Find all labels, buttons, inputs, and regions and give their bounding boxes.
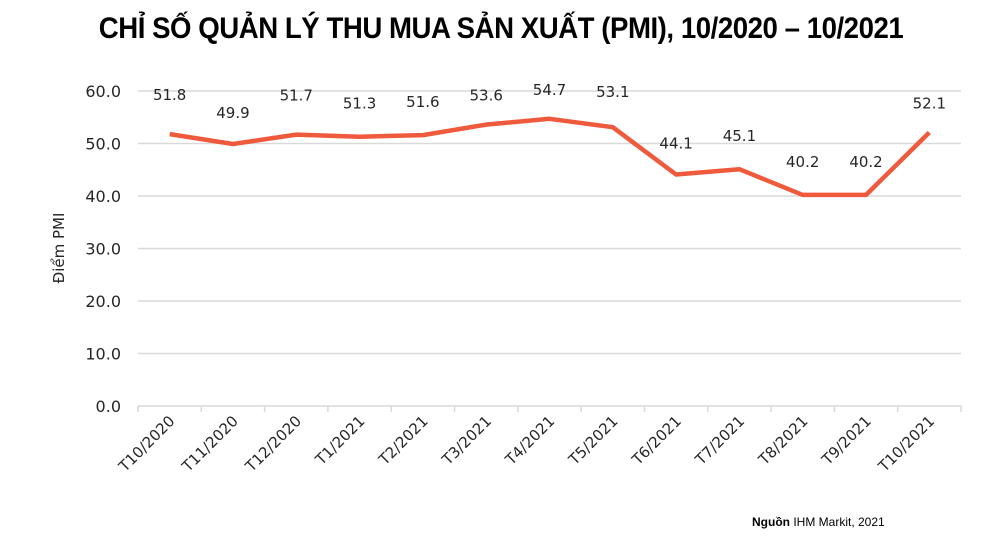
data-label: 51.3: [343, 95, 376, 113]
x-tick-label: T1/2021: [311, 412, 368, 469]
x-tick-label: T5/2021: [564, 412, 621, 469]
y-tick-label: 60.0: [85, 82, 121, 101]
x-tick-label: T3/2021: [438, 412, 495, 469]
data-label: 40.2: [786, 153, 819, 171]
data-label: 53.1: [596, 83, 629, 101]
data-label: 51.6: [406, 93, 439, 111]
x-tick-label: T8/2021: [754, 412, 811, 469]
x-tick-label: T2/2021: [374, 412, 431, 469]
data-label: 49.9: [216, 104, 249, 122]
data-label: 45.1: [723, 127, 756, 145]
source-text: IHM Markit, 2021: [793, 515, 885, 529]
source-label: Nguồn: [752, 515, 790, 529]
x-tick-label: T6/2021: [628, 412, 685, 469]
x-tick-label: T4/2021: [501, 412, 558, 469]
y-tick-label: 30.0: [85, 240, 121, 259]
x-tick-label: T7/2021: [691, 412, 748, 469]
x-tick-label: T12/2020: [241, 412, 305, 476]
x-tick-label: T9/2021: [818, 412, 875, 469]
chart-title: CHỈ SỐ QUẢN LÝ THU MUA SẢN XUẤT (PMI), 1…: [98, 12, 904, 45]
pmi-series-line: [169, 116, 931, 198]
data-label: 51.7: [280, 87, 313, 105]
data-label: 53.6: [469, 87, 502, 105]
y-tick-label: 40.0: [85, 187, 121, 206]
data-label: 40.2: [849, 153, 882, 171]
data-label: 51.8: [153, 86, 186, 104]
x-tick-label: T10/2020: [115, 412, 179, 476]
data-label: 52.1: [913, 94, 946, 112]
y-tick-label: 0.0: [96, 397, 121, 416]
y-axis-label: Điểm PMI: [50, 213, 68, 284]
y-tick-label: 10.0: [85, 345, 121, 364]
y-tick-label: 20.0: [85, 292, 121, 311]
source-note: Nguồn IHM Markit, 2021: [752, 515, 885, 529]
data-label: 44.1: [659, 134, 692, 152]
data-label: 54.7: [533, 81, 566, 99]
x-tick-label: T10/2021: [874, 412, 938, 476]
x-tick-label: T11/2020: [178, 412, 242, 476]
y-tick-label: 50.0: [85, 135, 121, 154]
